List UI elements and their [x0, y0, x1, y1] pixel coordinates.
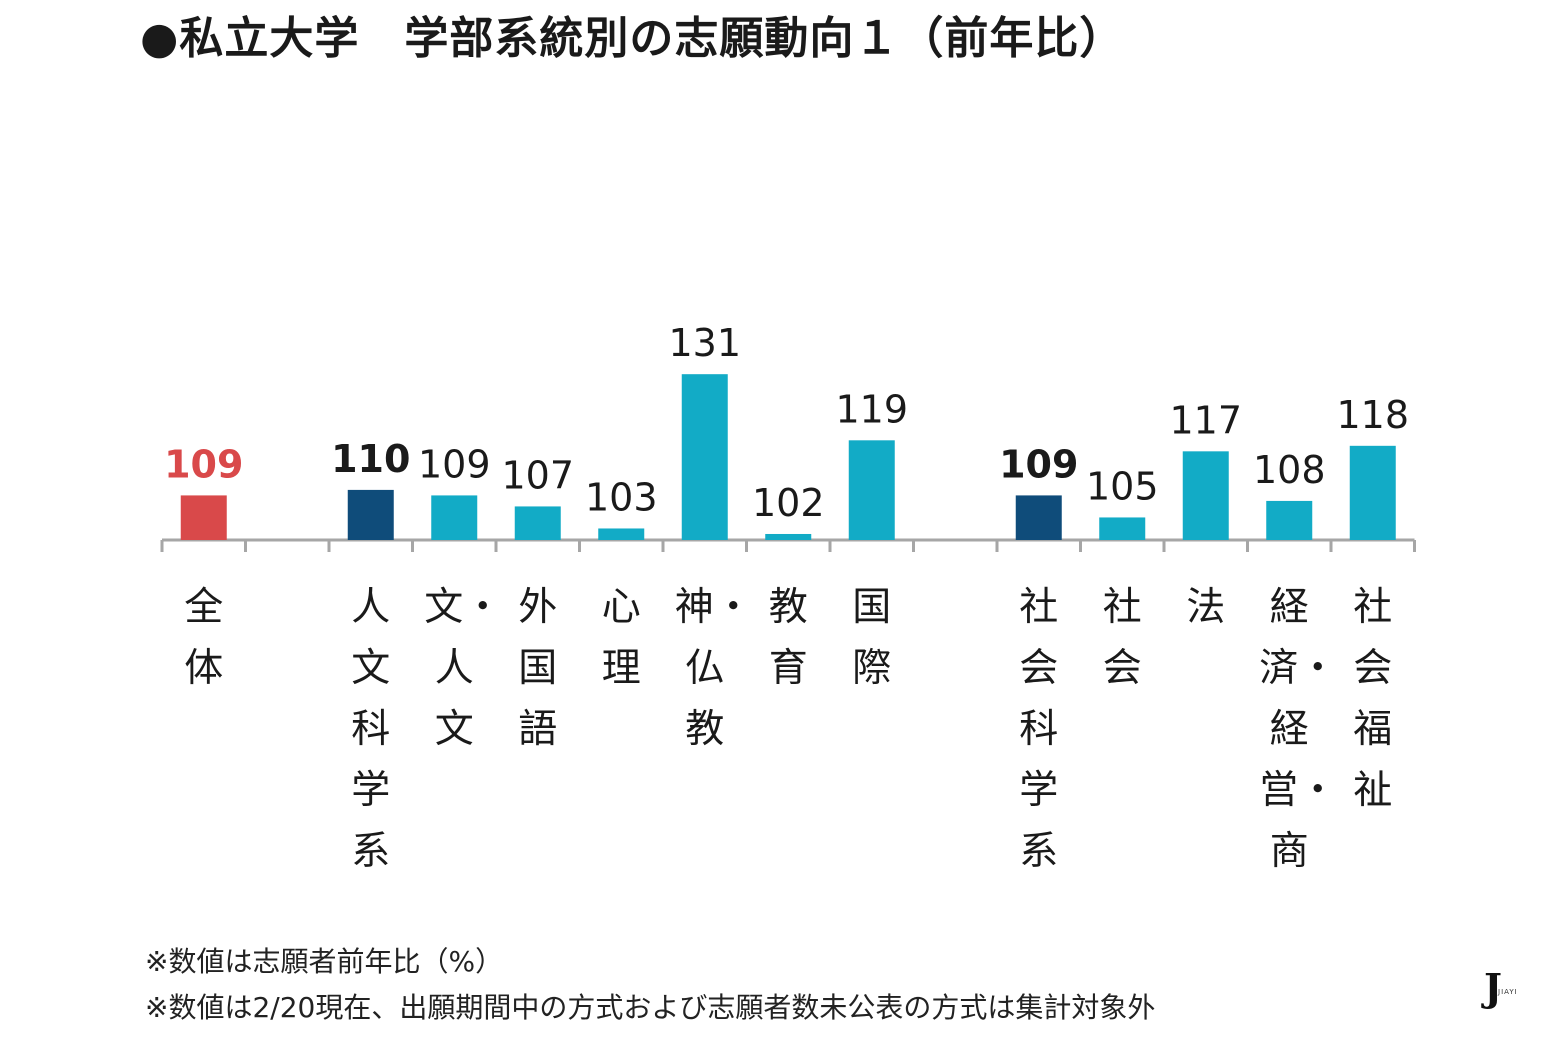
logo-mark: J: [1484, 965, 1502, 1010]
category-label-4: 外国語: [518, 585, 558, 752]
bar-8: [848, 440, 895, 540]
data-label-4: 107: [501, 453, 574, 497]
bar-13: [1266, 500, 1313, 540]
data-label-8: 119: [835, 387, 908, 431]
category-label-10: 社会科学系: [1019, 585, 1059, 874]
data-label-3: 109: [418, 442, 491, 486]
category-label-6: 神・仏教: [674, 585, 753, 752]
data-label-2: 110: [331, 437, 410, 481]
data-label-10: 109: [999, 442, 1078, 486]
data-label-12: 117: [1169, 398, 1242, 442]
category-label-13: 経済・経営・商: [1259, 585, 1338, 874]
bar-11: [1099, 517, 1146, 540]
bar-7: [765, 533, 812, 540]
category-label-7: 教育: [768, 585, 808, 691]
bar-4: [514, 506, 561, 540]
chart-title: ●私立大学 学部系統別の志願動向１（前年比）: [140, 13, 1125, 64]
category-label-14: 社会福祉: [1353, 585, 1393, 813]
data-label-13: 108: [1253, 448, 1326, 492]
bar-6: [681, 374, 728, 540]
category-label-0: 全体: [184, 585, 224, 691]
bar-5: [598, 528, 645, 540]
category-label-11: 社会: [1102, 585, 1142, 691]
category-label-2: 人文科学系: [351, 585, 391, 874]
bar-12: [1182, 451, 1229, 540]
bar-2: [347, 489, 394, 540]
data-label-11: 105: [1086, 464, 1159, 508]
category-label-8: 国際: [852, 585, 892, 691]
data-label-7: 102: [752, 481, 825, 525]
footnote-percent: ※数値は志願者前年比（%）: [145, 945, 504, 978]
bar-10: [1015, 495, 1062, 540]
data-label-14: 118: [1336, 393, 1409, 437]
data-label-0: 109: [164, 442, 243, 486]
bar-0: [180, 495, 227, 540]
logo-text: JIAYI: [1498, 988, 1518, 996]
brand-logo: J JIAYI: [1484, 968, 1534, 1014]
category-label-5: 心理: [601, 585, 641, 691]
bar-3: [431, 495, 478, 540]
category-label-3: 文・人文: [424, 585, 503, 752]
category-label-12: 法: [1186, 585, 1226, 630]
data-label-5: 103: [585, 475, 658, 519]
data-label-6: 131: [668, 321, 741, 365]
bar-14: [1349, 445, 1396, 540]
footnote-scope: ※数値は2/20現在、出願期間中の方式および志願者数未公表の方式は集計対象外: [145, 991, 1156, 1024]
